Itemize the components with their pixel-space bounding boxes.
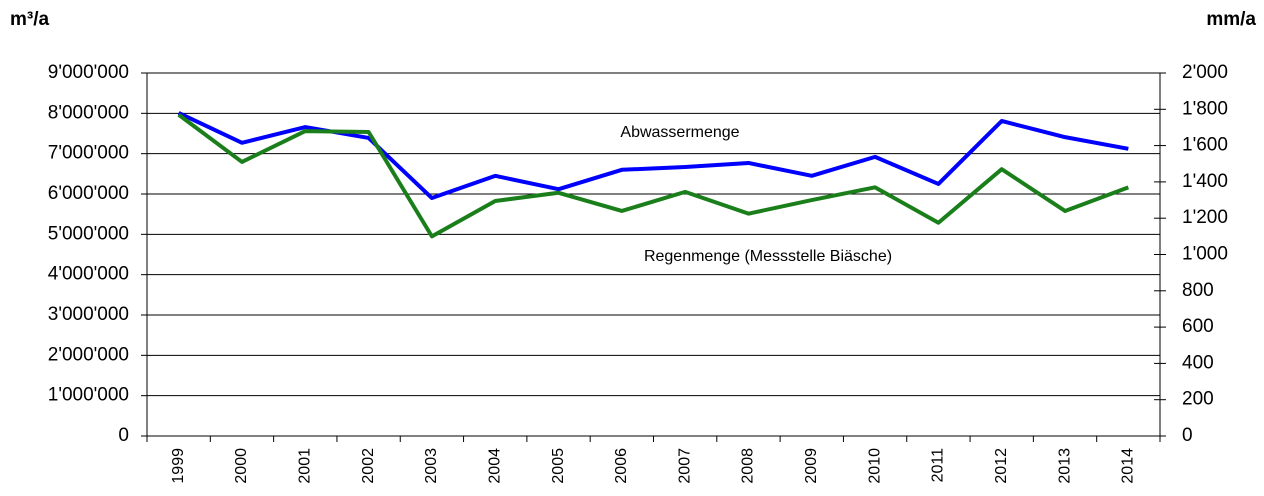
series-line bbox=[177, 113, 1130, 239]
x-tick-label: 2002 bbox=[360, 448, 377, 484]
y2-axis-label: mm/a bbox=[1206, 9, 1256, 30]
y2-tick-label: 0 bbox=[1182, 425, 1193, 446]
y-tick-label: 7'000'000 bbox=[48, 143, 129, 164]
y-tick-label: 5'000'000 bbox=[48, 223, 129, 244]
y-tick-label: 3'000'000 bbox=[48, 304, 129, 325]
x-tick-label: 2011 bbox=[930, 448, 947, 483]
y2-tick-label: 1'400 bbox=[1182, 171, 1228, 192]
y2-tick-label: 1'200 bbox=[1182, 207, 1228, 228]
y2-tick-label: 1'600 bbox=[1182, 135, 1228, 156]
x-tick-label: 2000 bbox=[233, 448, 250, 484]
y2-tick-label: 1'000 bbox=[1182, 244, 1228, 265]
y-tick-label: 8'000'000 bbox=[48, 102, 129, 123]
y-tick-label: 6'000'000 bbox=[48, 183, 129, 204]
x-tick-label: 2006 bbox=[613, 448, 630, 484]
y-tick-label: 2'000'000 bbox=[48, 344, 129, 365]
series-annotation: Abwassermenge bbox=[620, 124, 739, 141]
x-tick-label: 2012 bbox=[993, 448, 1010, 484]
y2-tick-label: 200 bbox=[1182, 389, 1214, 410]
x-tick-label: 2004 bbox=[486, 448, 503, 484]
y-tick-label: 0 bbox=[118, 425, 129, 446]
x-tick-label: 2003 bbox=[423, 448, 440, 484]
x-tick-label: 2005 bbox=[550, 448, 567, 484]
x-tick-label: 2013 bbox=[1056, 448, 1073, 484]
x-tick-label: 2007 bbox=[676, 448, 693, 484]
y-tick-label: 9'000'000 bbox=[48, 62, 129, 83]
x-tick-label: 2014 bbox=[1120, 448, 1137, 484]
series-annotation: Regenmenge (Messstelle Biäsche) bbox=[644, 248, 892, 265]
y2-tick-label: 1'800 bbox=[1182, 98, 1228, 119]
x-tick-label: 2001 bbox=[297, 448, 314, 484]
y-axis-label: m³/a bbox=[10, 9, 50, 30]
x-tick-label: 2008 bbox=[740, 448, 757, 484]
y-tick-label: 1'000'000 bbox=[48, 385, 129, 406]
x-tick-label: 2010 bbox=[866, 448, 883, 484]
y-tick-label: 4'000'000 bbox=[48, 264, 129, 285]
y2-tick-label: 600 bbox=[1182, 316, 1214, 337]
y2-tick-label: 800 bbox=[1182, 280, 1214, 301]
x-tick-label: 1999 bbox=[170, 448, 187, 484]
x-tick-label: 2009 bbox=[803, 448, 820, 484]
y2-tick-label: 2'000 bbox=[1182, 62, 1228, 83]
y2-tick-label: 400 bbox=[1182, 352, 1214, 373]
